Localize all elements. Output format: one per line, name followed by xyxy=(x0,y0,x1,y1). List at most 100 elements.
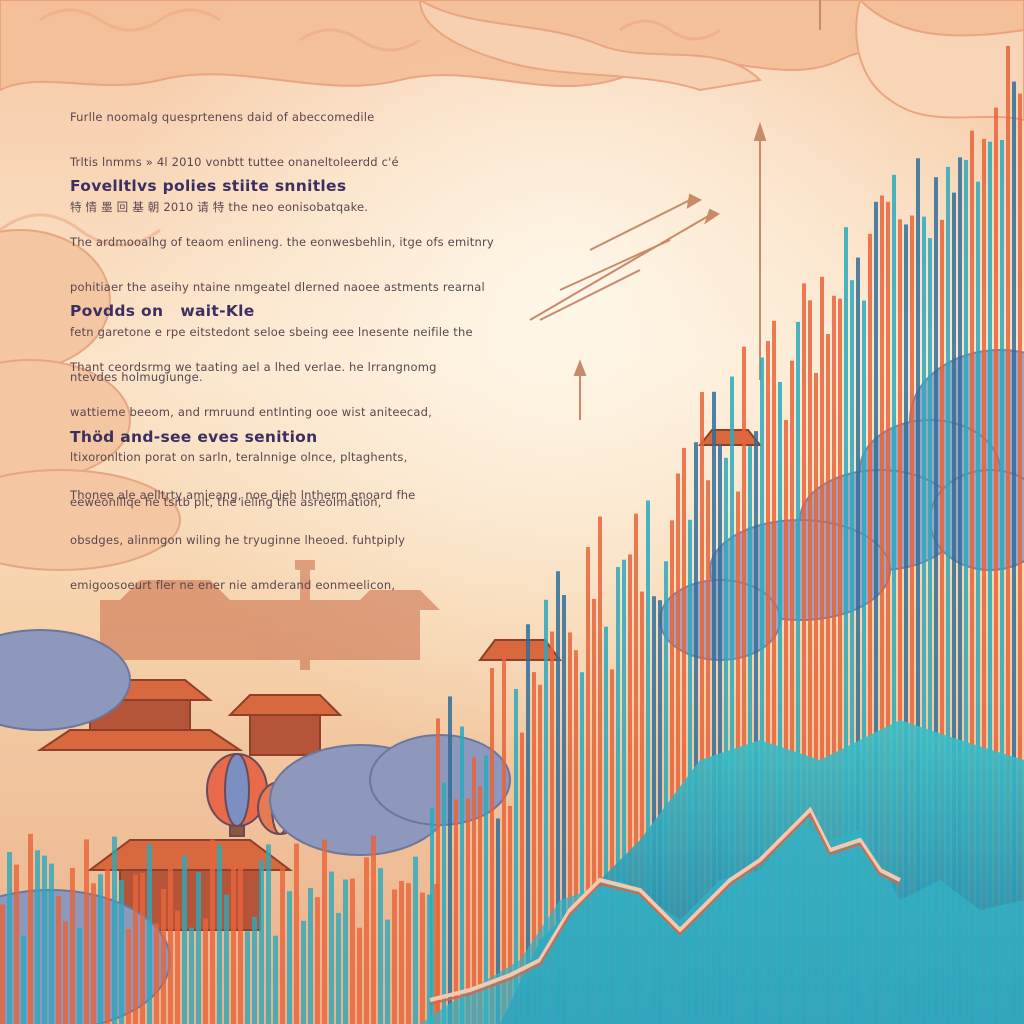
decor-bar xyxy=(604,626,608,1024)
decor-bar xyxy=(1006,45,1010,1024)
decor-bar xyxy=(514,688,518,1024)
decor-bar xyxy=(958,157,962,1024)
decor-bar xyxy=(448,696,452,1024)
decor-bar xyxy=(413,856,418,1024)
decor-bar xyxy=(484,755,488,1024)
decor-bar xyxy=(273,935,278,1024)
decor-bar xyxy=(796,321,800,1024)
decor-bar xyxy=(664,561,668,1024)
decor-bar xyxy=(427,894,432,1024)
decor-bar xyxy=(772,320,776,1024)
decor-bar xyxy=(490,667,494,1024)
decor-bar xyxy=(586,547,590,1024)
decor-bar xyxy=(916,158,920,1024)
decor-bar xyxy=(364,857,369,1024)
decor-bar xyxy=(622,559,626,1024)
decor-bar xyxy=(35,850,40,1024)
decor-bar xyxy=(1012,81,1016,1024)
paragraph-line: wattieme beeom, and rmruund entlnting oo… xyxy=(70,405,433,419)
decor-bar xyxy=(976,181,980,1024)
decor-bar xyxy=(880,195,884,1024)
decor-bar xyxy=(112,836,117,1024)
paragraph-line: fetn garetone e rpe eitstedont seloe sbe… xyxy=(70,325,473,339)
section-paragraph: Thonee ale aelltrty amieang, noe dieh ln… xyxy=(70,458,415,608)
decor-bar xyxy=(294,843,299,1024)
decor-bar xyxy=(640,591,644,1024)
decor-bar xyxy=(910,215,914,1024)
decor-bar xyxy=(98,874,103,1024)
decor-bar xyxy=(371,835,376,1024)
decor-bar xyxy=(147,843,152,1024)
decor-bar xyxy=(694,442,698,1024)
decor-bar xyxy=(580,672,584,1024)
decor-bar xyxy=(287,891,292,1024)
decor-bar xyxy=(970,130,974,1024)
decor-bar xyxy=(49,863,54,1024)
decor-bar xyxy=(760,357,764,1024)
decor-bar xyxy=(460,726,464,1024)
decor-bar xyxy=(844,227,848,1024)
decor-bar xyxy=(266,844,271,1024)
paragraph-line: Thonee ale aelltrty amieang, noe dieh ln… xyxy=(70,488,416,502)
decor-bar xyxy=(826,334,830,1024)
city xyxy=(100,560,440,670)
decor-bar xyxy=(315,897,320,1024)
decor-bar xyxy=(508,805,512,1024)
decor-bar xyxy=(21,935,26,1024)
decor-bar xyxy=(574,650,578,1024)
decor-bar xyxy=(175,910,180,1024)
decor-bar xyxy=(472,757,476,1024)
decor-bar xyxy=(454,799,458,1024)
decor-bar xyxy=(550,631,554,1024)
decor-bar xyxy=(1018,93,1022,1024)
decor-bar xyxy=(280,866,285,1024)
decor-bar xyxy=(434,884,439,1024)
decor-bar xyxy=(378,868,383,1024)
decor-bar xyxy=(682,447,686,1024)
decor-bar xyxy=(259,860,264,1024)
trend-line xyxy=(429,806,901,1002)
decor-bar xyxy=(466,798,470,1024)
decor-bar xyxy=(898,219,902,1024)
decor-bar xyxy=(802,283,806,1024)
intro-paragraph: Furlle noomalg quesprtenens daid of abec… xyxy=(70,80,399,230)
decor-bar xyxy=(0,904,5,1024)
paragraph-line: ntevdes holmugiunge. xyxy=(70,370,203,384)
decor-bar xyxy=(77,928,82,1024)
decor-bar xyxy=(538,684,542,1024)
decor-bar xyxy=(718,444,722,1024)
decor-bar xyxy=(886,201,890,1024)
decor-bar xyxy=(343,879,348,1024)
decor-bar xyxy=(189,927,194,1024)
decor-bar xyxy=(357,927,362,1024)
decor-bar xyxy=(336,912,341,1024)
decor-bar xyxy=(301,920,306,1024)
decor-bar xyxy=(670,520,674,1024)
intro-line: 特 情 墨 回 基 朝 2010 请 特 the neo eonisobatqa… xyxy=(70,200,369,214)
paragraph-line: emigoosoeurt fler ne ener nie amderand e… xyxy=(70,578,396,592)
decor-bar xyxy=(874,201,878,1024)
decor-bar xyxy=(436,718,440,1024)
trend-line-shadow xyxy=(429,812,901,1005)
decor-bar xyxy=(724,457,728,1024)
decor-bar xyxy=(712,391,716,1024)
decor-bar xyxy=(231,860,236,1024)
decor-bar xyxy=(652,596,656,1024)
decor-bar xyxy=(84,839,89,1024)
decor-bar xyxy=(478,786,482,1024)
decor-bar xyxy=(856,257,860,1024)
decor-bar xyxy=(308,888,313,1024)
decor-bar xyxy=(742,346,746,1024)
decor-bar xyxy=(904,224,908,1024)
decor-bar xyxy=(592,598,596,1024)
decor-bar xyxy=(420,892,425,1024)
decor-bar xyxy=(994,107,998,1024)
decor-bar xyxy=(634,513,638,1024)
section-paragraph: Thant ceordsrmg we taating ael a lhed ve… xyxy=(70,330,437,525)
decor-bar xyxy=(224,894,229,1024)
decor-bar xyxy=(154,923,159,1024)
decor-bar xyxy=(766,341,770,1024)
decor-bar xyxy=(119,880,124,1024)
decor-bar xyxy=(676,473,680,1024)
